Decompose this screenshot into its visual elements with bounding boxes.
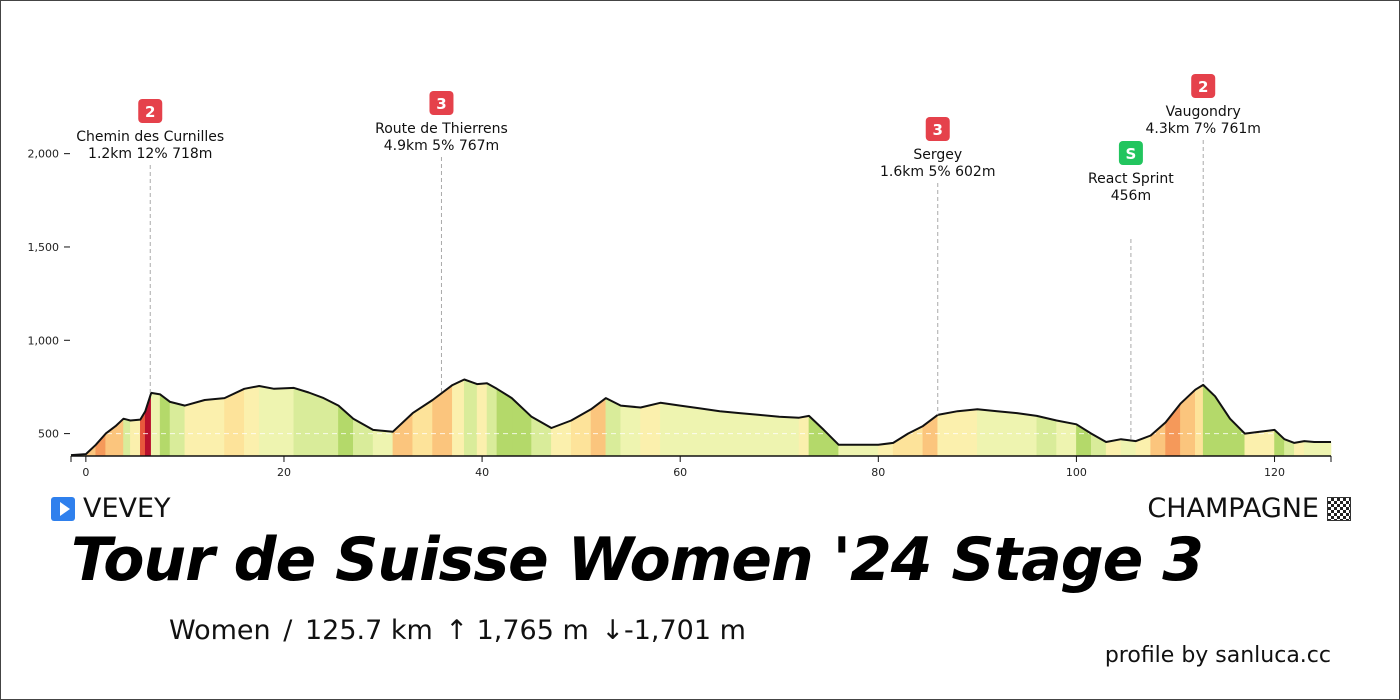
badge-label: 3 (933, 121, 943, 139)
profile-segment (892, 433, 909, 457)
badge-label: 3 (436, 95, 446, 113)
profile-segment (605, 397, 622, 457)
climb-name: Route de Thierrens (375, 121, 508, 137)
profile-segment (838, 444, 859, 457)
climb-name: React Sprint (1088, 171, 1174, 187)
profile-segment (486, 382, 498, 457)
stage-title: Tour de Suisse Women '24 Stage 3 (71, 525, 1204, 595)
sprint-badge (1118, 141, 1143, 165)
start-location: VEVEY (51, 493, 171, 524)
climb-info: 4.3km 7% 761m (1145, 121, 1260, 137)
profile-segment (1056, 420, 1077, 457)
start-name: VEVEY (83, 493, 171, 524)
climb-info: 1.6km 5% 602m (880, 164, 995, 180)
badge-label: 2 (145, 103, 155, 121)
profile-outline (70, 378, 1331, 457)
descent-label: ↓-1,701 m (601, 615, 746, 646)
finish-location: CHAMPAGNE (1147, 493, 1351, 524)
y-tick-label: 500 (38, 428, 59, 441)
x-tick-label: 80 (871, 466, 885, 479)
profile-segment (1036, 415, 1057, 457)
profile-segment (258, 385, 275, 457)
y-tick-label: 1,500 (28, 241, 60, 254)
profile-segment (1180, 389, 1196, 457)
checkered-flag-icon (1327, 496, 1351, 521)
play-icon (51, 496, 75, 521)
finish-name: CHAMPAGNE (1147, 493, 1319, 524)
profile-segment (244, 385, 260, 457)
elevation-profile-chart: 0 20 40 60 80 100 120 500 1,000 1,500 2,000 2 Chemin… (28, 74, 1332, 479)
profile-segment (1313, 441, 1332, 457)
x-tick-label: 60 (673, 466, 687, 479)
profile-segment (130, 419, 141, 457)
profile-segment (778, 416, 800, 457)
profile-segment (570, 408, 592, 457)
x-tick-label: 120 (1264, 466, 1285, 479)
profile-segment (957, 409, 978, 457)
profile-segment (679, 405, 701, 457)
profile-segment (858, 444, 879, 457)
profile-segment (412, 399, 433, 457)
profile-segment (184, 399, 206, 457)
badge-label: S (1125, 145, 1136, 163)
profile-segment (476, 382, 488, 457)
climb-category-badge (925, 117, 950, 141)
profile-segment (95, 432, 106, 457)
profile-segment (293, 387, 310, 457)
x-tick-label: 0 (82, 466, 89, 479)
separator: / (283, 615, 293, 646)
profile-segment (204, 397, 225, 457)
profile-segment (660, 402, 681, 457)
x-tick-label: 40 (475, 466, 489, 479)
climb-name: Vaugondry (1166, 104, 1241, 120)
profile-segment (1214, 395, 1231, 457)
profile-segment (452, 379, 465, 457)
profile-segment (123, 418, 131, 457)
credit-text: profile by sanluca.cc (1104, 643, 1331, 668)
category-label: Women (169, 615, 271, 646)
profile-segment (1016, 412, 1038, 457)
profile-segment (392, 412, 414, 457)
x-tick-label: 100 (1066, 466, 1087, 479)
profile-segment (463, 379, 478, 457)
climb-category-badge (429, 91, 454, 115)
climb-name: Chemin des Curnilles (76, 129, 224, 145)
y-tick-label: 2,000 (28, 148, 60, 161)
climb-name: Sergey (913, 147, 962, 163)
x-tick-label: 20 (277, 466, 291, 479)
climb-category-badge (1191, 74, 1216, 98)
climb-info: 4.9km 5% 767m (384, 138, 499, 154)
profile-segment (224, 388, 245, 457)
profile-segment (432, 384, 453, 457)
climb-info: 456m (1111, 188, 1151, 204)
profile-segment (640, 402, 661, 457)
badge-label: 2 (1198, 78, 1208, 96)
profile-segment (323, 397, 339, 457)
profile-segment (159, 393, 171, 457)
stage-summary: Women / 125.7 km ↑ 1,765 m ↓-1,701 m (169, 615, 750, 646)
profile-segment (273, 387, 295, 457)
profile-segment (1194, 384, 1204, 457)
profile-segment (798, 415, 810, 457)
profile-segment (496, 388, 513, 457)
profile-segment (308, 392, 324, 457)
profile-segment (739, 412, 760, 457)
profile-segment (620, 405, 641, 457)
climb-info: 1.2km 12% 718m (88, 146, 212, 162)
profile-segment (759, 414, 780, 457)
profile-segment (977, 409, 998, 457)
profile-segment (699, 408, 721, 457)
profile-segment (150, 392, 161, 457)
y-tick-label: 1,000 (28, 334, 60, 347)
profile-segment (1303, 440, 1315, 457)
profile-segment (1150, 421, 1166, 457)
climb-category-badge (138, 99, 163, 123)
distance-label: 125.7 km (304, 615, 433, 646)
ascent-label: ↑ 1,765 m (445, 615, 589, 646)
profile-segment (169, 401, 186, 457)
profile-segment (1244, 431, 1260, 457)
profile-segment (1229, 417, 1246, 457)
